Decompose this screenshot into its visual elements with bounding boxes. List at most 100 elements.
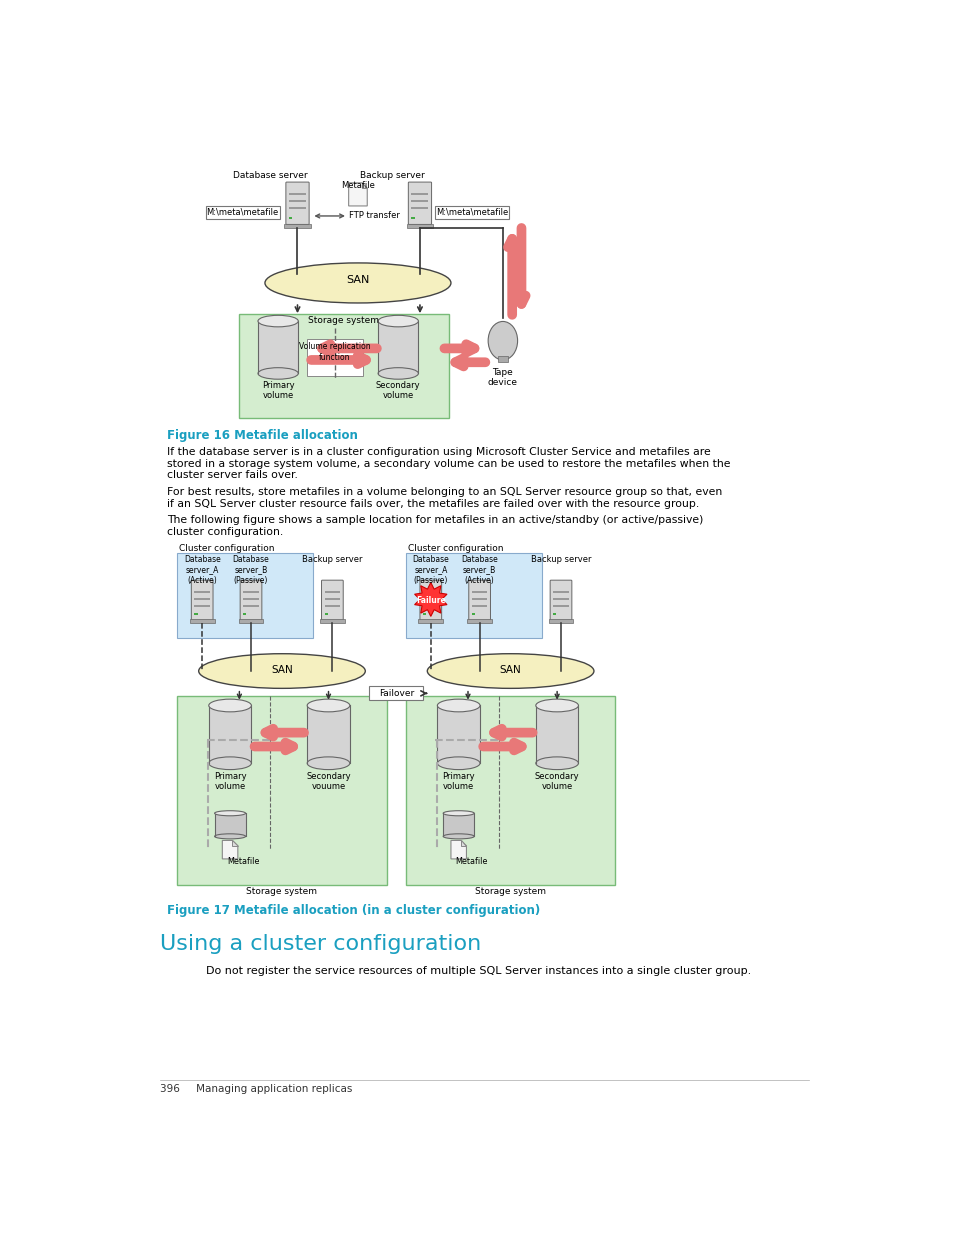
Text: Do not register the service resources of multiple SQL Server instances into a si: Do not register the service resources of… — [206, 966, 751, 976]
Text: Volume replication
function: Volume replication function — [298, 342, 370, 362]
Ellipse shape — [209, 757, 252, 769]
Polygon shape — [222, 841, 237, 858]
Text: Figure 17 Metafile allocation (in a cluster configuration): Figure 17 Metafile allocation (in a clus… — [167, 904, 540, 918]
Bar — [536, 705, 578, 763]
Bar — [472, 613, 475, 615]
Bar — [467, 620, 492, 624]
Polygon shape — [451, 841, 466, 858]
Bar — [436, 705, 479, 763]
Text: Backup server: Backup server — [302, 555, 362, 563]
Bar — [422, 605, 438, 608]
Bar — [243, 605, 258, 608]
FancyBboxPatch shape — [550, 580, 571, 620]
Ellipse shape — [214, 810, 245, 816]
Text: cluster server fails over.: cluster server fails over. — [167, 471, 298, 480]
Text: FTP transfer: FTP transfer — [348, 211, 399, 220]
Text: Backup server: Backup server — [360, 172, 425, 180]
Text: Database
server_B
(Passive): Database server_B (Passive) — [233, 555, 269, 584]
Bar — [177, 553, 313, 638]
Bar — [553, 613, 556, 615]
Text: Database
server_A
(Active): Database server_A (Active) — [184, 555, 220, 584]
FancyBboxPatch shape — [468, 580, 490, 620]
Ellipse shape — [214, 834, 245, 839]
Ellipse shape — [443, 834, 474, 839]
Ellipse shape — [377, 315, 418, 327]
Bar — [422, 613, 426, 615]
Ellipse shape — [307, 757, 350, 769]
Text: Metafile: Metafile — [456, 857, 488, 867]
Bar — [206, 206, 279, 219]
Polygon shape — [233, 841, 237, 846]
Bar — [418, 620, 443, 624]
Text: For best results, store metafiles in a volume belonging to an SQL Server resourc: For best results, store metafiles in a v… — [167, 487, 721, 496]
Text: Database server: Database server — [233, 172, 308, 180]
Bar — [553, 598, 568, 600]
Bar — [214, 814, 245, 836]
Bar — [406, 224, 433, 227]
Bar — [324, 592, 340, 593]
Bar — [435, 206, 509, 219]
Text: The following figure shows a sample location for metafiles in an active/standby : The following figure shows a sample loca… — [167, 515, 703, 525]
Bar — [239, 314, 448, 417]
Bar — [369, 687, 423, 700]
Bar — [377, 321, 418, 373]
Bar — [190, 620, 214, 624]
Bar — [472, 592, 487, 593]
Text: Storage system: Storage system — [308, 316, 379, 325]
Bar — [472, 605, 487, 608]
FancyBboxPatch shape — [192, 580, 213, 620]
Bar — [548, 620, 573, 624]
Text: Failover: Failover — [378, 689, 414, 698]
Bar — [411, 200, 428, 203]
Text: Database
server_B
(Active): Database server_B (Active) — [460, 555, 497, 584]
Bar — [406, 697, 615, 885]
Text: M:\meta\metafile: M:\meta\metafile — [436, 207, 507, 216]
Bar — [257, 321, 298, 373]
Polygon shape — [348, 183, 367, 206]
Text: SAN: SAN — [271, 664, 293, 674]
Bar — [422, 598, 438, 600]
Ellipse shape — [436, 699, 479, 711]
Ellipse shape — [198, 653, 365, 688]
Bar — [289, 200, 306, 203]
Bar — [289, 206, 306, 209]
Text: Secondary
vouume: Secondary vouume — [306, 772, 351, 792]
Text: If the database server is in a cluster configuration using Microsoft Cluster Ser: If the database server is in a cluster c… — [167, 447, 710, 457]
Bar — [194, 598, 210, 600]
Text: Primary
volume: Primary volume — [261, 380, 294, 400]
Polygon shape — [460, 841, 466, 846]
Text: M:\meta\metafile: M:\meta\metafile — [206, 207, 278, 216]
Text: 396     Managing application replicas: 396 Managing application replicas — [159, 1084, 352, 1094]
Bar — [307, 340, 362, 377]
FancyBboxPatch shape — [286, 182, 309, 225]
Bar — [243, 598, 258, 600]
Ellipse shape — [257, 315, 298, 327]
Ellipse shape — [488, 321, 517, 359]
Bar — [324, 613, 328, 615]
Ellipse shape — [536, 757, 578, 769]
Bar — [209, 705, 252, 763]
Text: Primary
volume: Primary volume — [442, 772, 475, 792]
Ellipse shape — [427, 653, 594, 688]
Bar — [194, 605, 210, 608]
Bar — [553, 605, 568, 608]
Bar — [443, 814, 474, 836]
Text: cluster configuration.: cluster configuration. — [167, 527, 283, 537]
Text: Storage system: Storage system — [475, 888, 545, 897]
Bar — [243, 592, 258, 593]
Text: SAN: SAN — [346, 275, 369, 285]
Bar — [177, 697, 386, 885]
Bar — [284, 224, 311, 227]
Text: Cluster configuration: Cluster configuration — [407, 543, 502, 553]
Bar — [324, 598, 340, 600]
Ellipse shape — [209, 699, 252, 711]
Text: SAN: SAN — [499, 664, 521, 674]
Ellipse shape — [436, 757, 479, 769]
Text: Failure: Failure — [416, 595, 445, 605]
Bar — [411, 206, 428, 209]
Bar — [553, 592, 568, 593]
FancyBboxPatch shape — [240, 580, 261, 620]
Text: Tape
device: Tape device — [487, 368, 517, 387]
Bar — [238, 620, 263, 624]
Text: Metafile: Metafile — [340, 182, 375, 190]
